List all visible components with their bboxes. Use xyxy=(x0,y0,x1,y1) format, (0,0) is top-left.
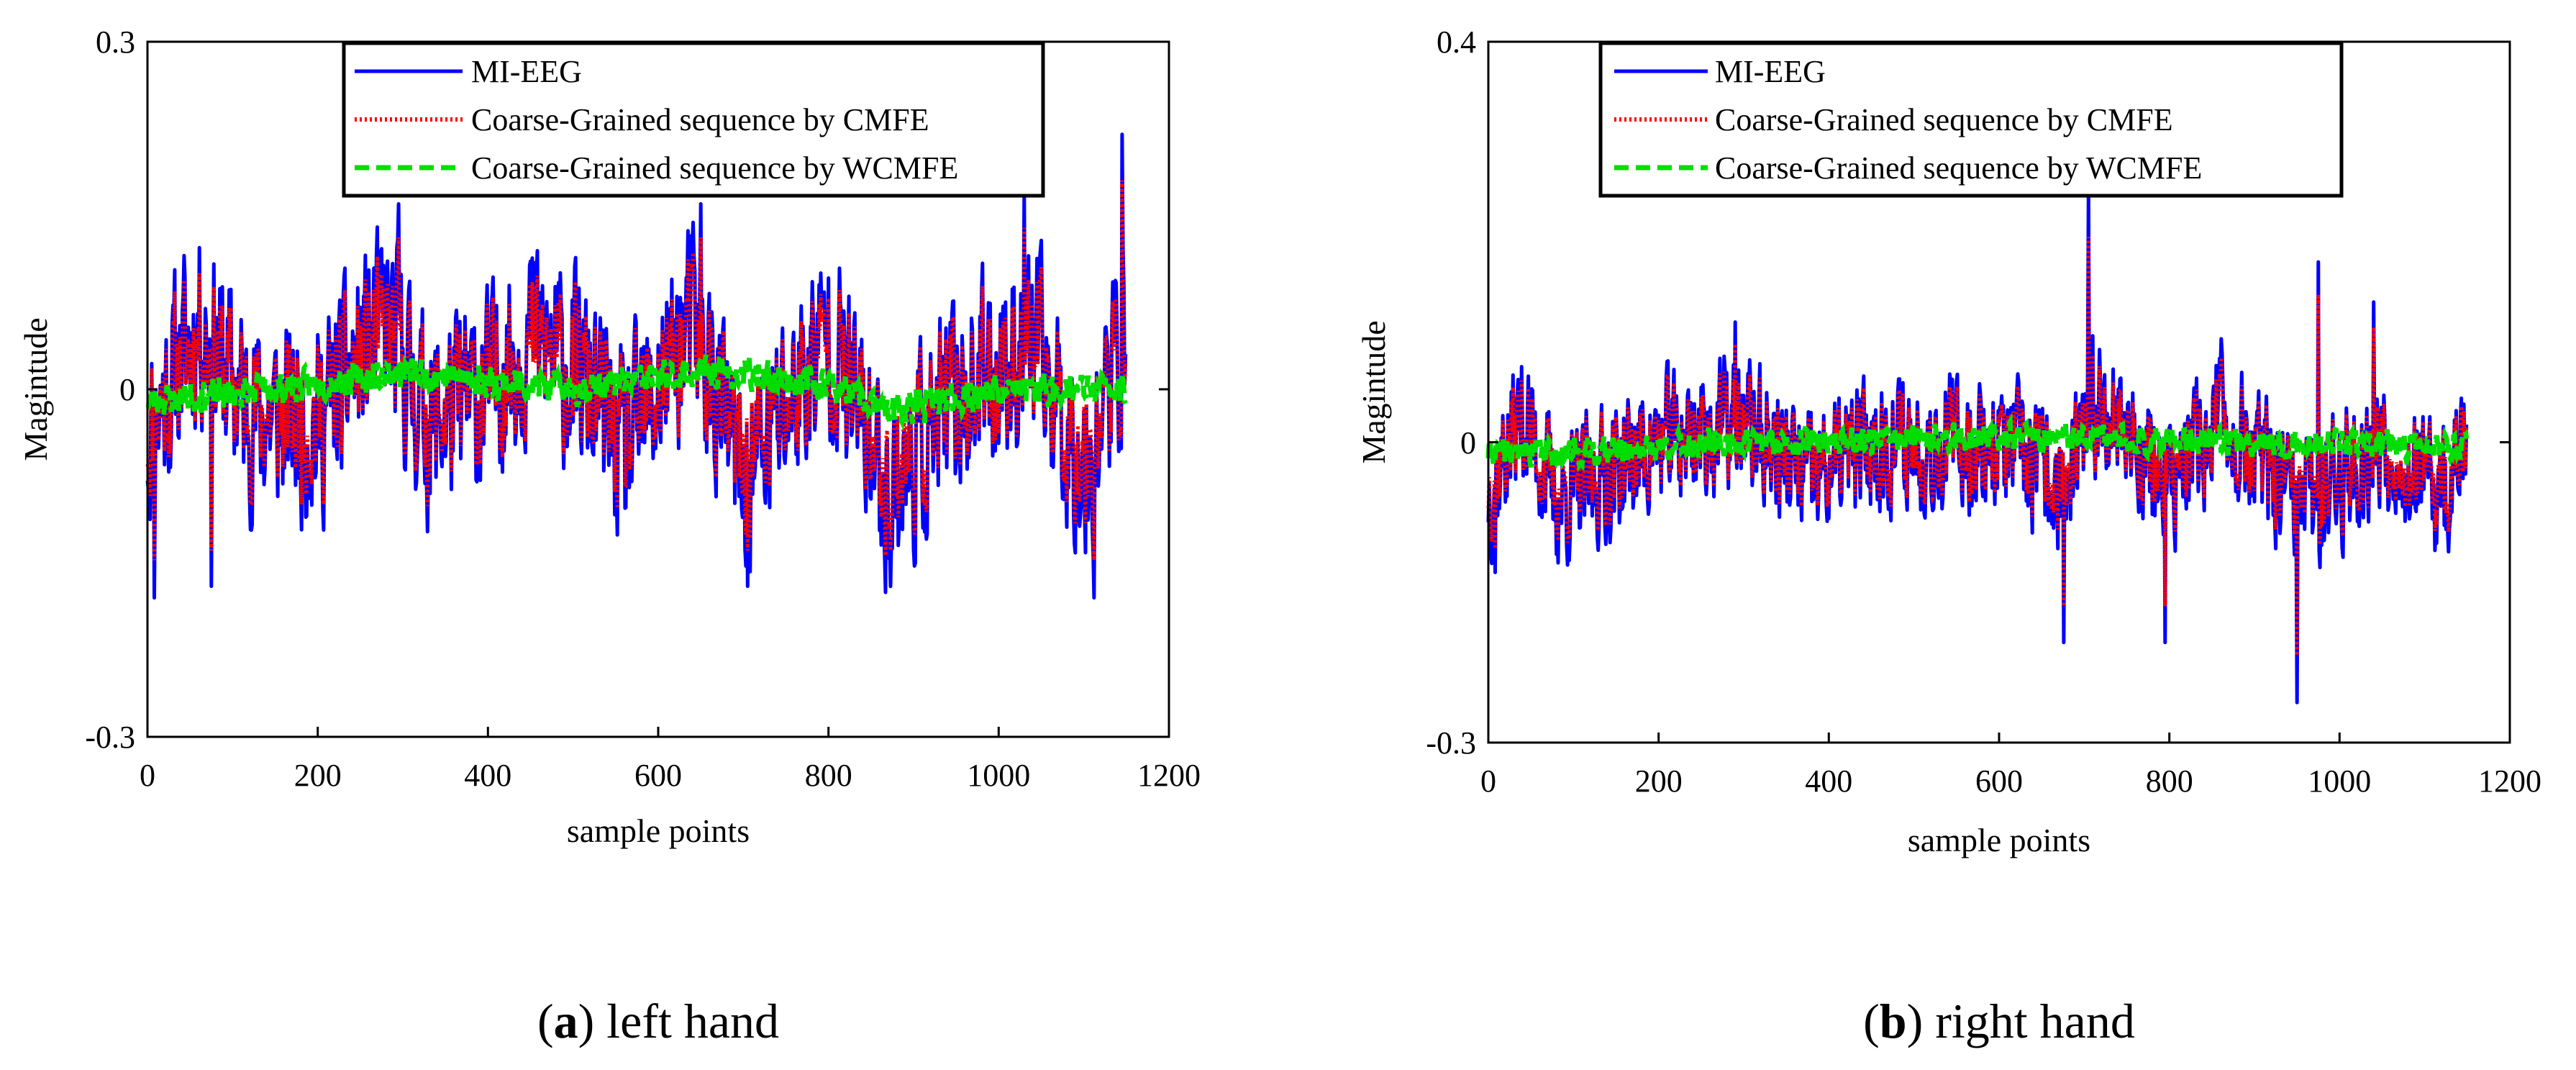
panel-b-legend-label-wcmfe: Coarse-Grained sequence by WCMFE xyxy=(1715,150,2202,186)
panel-b-legend-label-cmfe: Coarse-Grained sequence by CMFE xyxy=(1715,102,2173,137)
panel-a-caption: (a) left hand xyxy=(537,994,779,1048)
panel-a-y-tick-label: 0.3 xyxy=(96,24,135,60)
panel-b-y-tick-label: 0.4 xyxy=(1437,24,1476,60)
panel-a-legend: MI-EEG Coarse-Grained sequence by CMFE C… xyxy=(342,41,1045,198)
panel-b-x-tick-label: 1200 xyxy=(2478,763,2541,799)
panel-a-x-tick-label: 400 xyxy=(464,758,511,793)
panel-a-series-wcmfe-line xyxy=(145,348,1128,432)
panel-a-caption-letter: a xyxy=(554,994,578,1048)
panel-a-caption-text: left hand xyxy=(606,994,779,1048)
panel-a-x-tick-label: 1000 xyxy=(967,758,1030,793)
panel-a-y-tick-label: -0.3 xyxy=(85,720,135,755)
panel-a-x-tick-label: 1200 xyxy=(1137,758,1201,793)
panel-a-legend-label-mi-eeg: MI-EEG xyxy=(471,54,582,89)
panel-a-legend-label-cmfe: Coarse-Grained sequence by CMFE xyxy=(471,102,929,137)
panel-b-x-tick-label: 1000 xyxy=(2308,763,2371,799)
panel-a-plot-content xyxy=(145,132,1128,600)
panel-a-x-tick-label: 600 xyxy=(634,758,682,793)
panel-b-caption-text: right hand xyxy=(1935,994,2135,1048)
panel-b-legend-label-mi-eeg: MI-EEG xyxy=(1715,54,1826,89)
panel-b-x-tick-label: 0 xyxy=(1480,763,1496,799)
panel-a: 0 200 400 600 800 1000 1200 0.3 0 -0.3 s… xyxy=(17,24,1201,1048)
panel-b-x-tick-label: 200 xyxy=(1635,763,1683,799)
panel-a-y-tick-label: 0 xyxy=(119,372,135,407)
panel-b-series-cmfe-line xyxy=(1486,237,2469,656)
panel-b-caption: (b) right hand xyxy=(1863,994,2135,1048)
panel-b-plot-content xyxy=(1485,190,2470,704)
panel-b-y-ticks: 0.4 0 -0.3 xyxy=(1426,24,2510,761)
panel-b-x-ticks: 0 200 400 600 800 1000 1200 xyxy=(1480,733,2541,799)
panel-a-x-tick-label: 200 xyxy=(294,758,342,793)
panel-b-x-tick-label: 400 xyxy=(1805,763,1852,799)
panel-b-x-axis-label: sample points xyxy=(1908,822,2090,858)
panel-b: 0 200 400 600 800 1000 1200 0.4 0 -0.3 s… xyxy=(1355,24,2541,1048)
panel-a-x-axis-label: sample points xyxy=(567,812,750,849)
panel-b-series-wcmfe-line xyxy=(1485,412,2470,473)
panel-b-y-axis-label: Magintude xyxy=(1355,320,1392,463)
panel-b-x-tick-label: 600 xyxy=(1975,763,2023,799)
panel-b-legend: MI-EEG Coarse-Grained sequence by CMFE C… xyxy=(1598,41,2344,198)
panel-a-x-tick-label: 0 xyxy=(140,758,155,793)
panel-b-caption-letter: b xyxy=(1880,994,1907,1048)
panel-b-y-tick-label: 0 xyxy=(1460,425,1476,461)
panel-a-x-ticks: 0 200 400 600 800 1000 1200 xyxy=(140,727,1201,793)
panel-b-legend-box xyxy=(1598,41,2344,198)
panel-a-y-ticks: 0.3 0 -0.3 xyxy=(85,24,1169,755)
panel-a-legend-label-wcmfe: Coarse-Grained sequence by WCMFE xyxy=(471,150,958,186)
panel-a-x-tick-label: 800 xyxy=(805,758,852,793)
panel-a-y-axis-label: Magintude xyxy=(17,317,54,461)
panel-b-x-tick-label: 800 xyxy=(2146,763,2193,799)
panel-b-y-tick-label: -0.3 xyxy=(1426,725,1476,761)
